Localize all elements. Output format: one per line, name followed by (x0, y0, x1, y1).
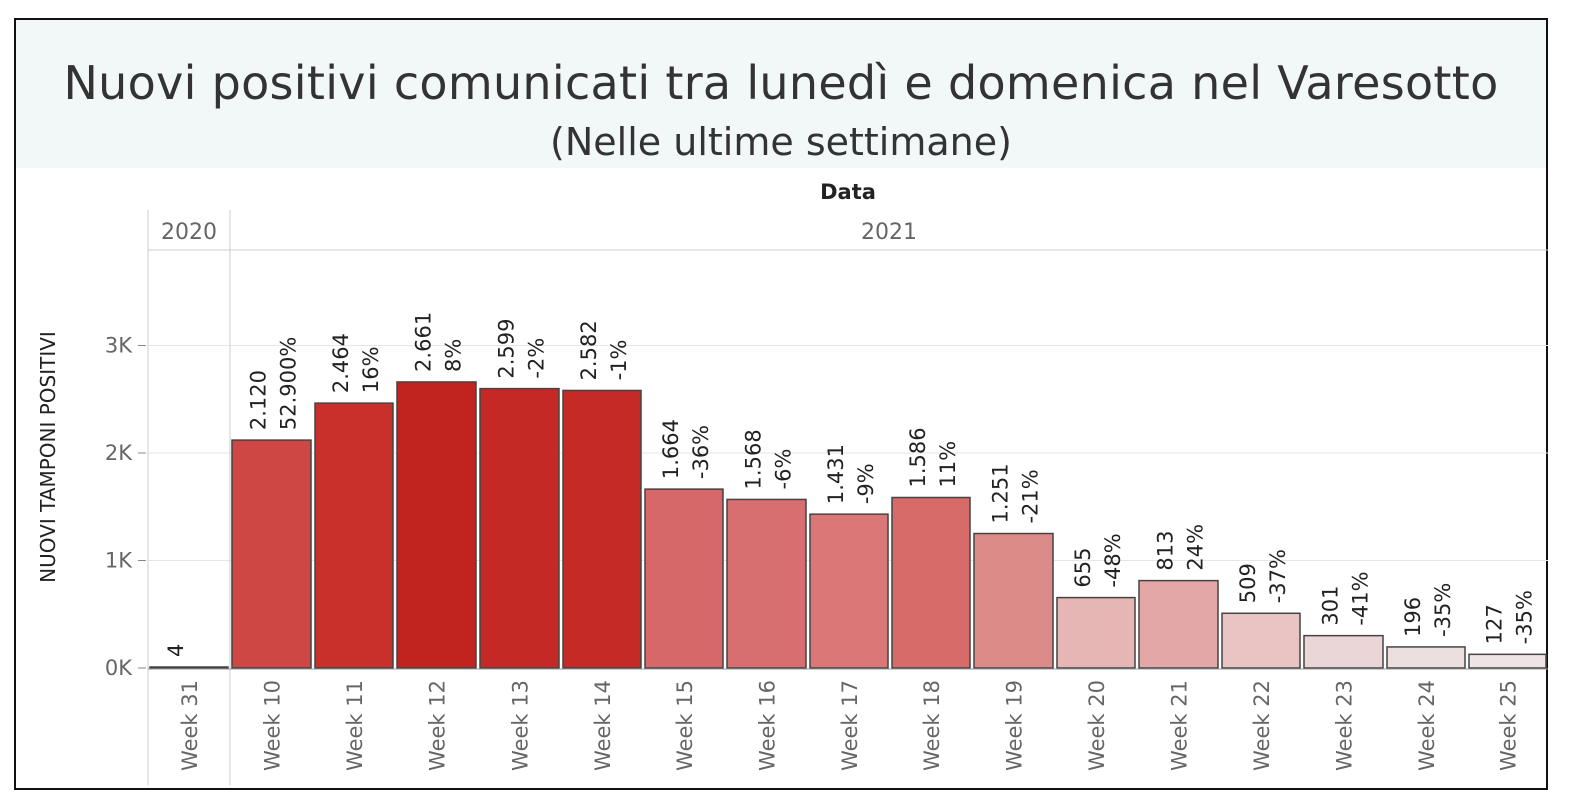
bar (1056, 596, 1136, 669)
percent-label: 52.900% (277, 337, 301, 430)
percent-label: -2% (525, 338, 549, 379)
bar (1468, 653, 1547, 669)
column-header: Data (820, 180, 876, 204)
percent-label: -35% (1513, 590, 1537, 644)
x-tick-label: Week 18 (920, 680, 944, 771)
x-tick-label: Week 11 (343, 680, 367, 771)
percent-label: -36% (689, 425, 713, 479)
percent-label: -1% (607, 340, 631, 381)
percent-label: -21% (1019, 469, 1043, 523)
bar (891, 496, 971, 669)
value-label: 1.431 (824, 444, 848, 504)
bar (1303, 634, 1384, 669)
x-tick-label: Week 10 (261, 680, 285, 771)
value-label: 196 (1401, 597, 1425, 637)
percent-label: -48% (1101, 533, 1125, 587)
bars (149, 381, 1547, 669)
chart-subtitle: (Nelle ultime settimane) (550, 120, 1012, 164)
value-label: 509 (1236, 563, 1260, 603)
chart-header: Nuovi positivi comunicati tra lunedì e d… (16, 20, 1546, 168)
bar (231, 439, 312, 669)
y-tick-label: 3K (105, 334, 133, 358)
x-tick-label: Week 25 (1497, 680, 1521, 771)
bar (644, 488, 724, 669)
percent-label: -41% (1349, 571, 1373, 625)
bar (1221, 612, 1301, 669)
bar (314, 402, 394, 669)
percent-label: 24% (1184, 524, 1208, 571)
x-tick-label: Week 21 (1168, 680, 1192, 771)
bar (809, 513, 889, 669)
value-label: 2.582 (577, 320, 601, 380)
bar (726, 498, 807, 669)
value-label: 301 (1319, 586, 1343, 626)
value-label: 2.464 (329, 333, 353, 393)
group-label: 2021 (861, 220, 917, 245)
bar (562, 389, 642, 669)
x-tick-label: Week 13 (509, 680, 533, 771)
bar (1138, 579, 1219, 669)
value-label: 4 (164, 644, 188, 657)
axes: 0K 1K 2K 3K 2020 2021 Week 31 Week 10 Week 11 Wee… (105, 210, 1548, 785)
y-tick-label: 1K (105, 549, 133, 573)
x-tick-label: Week 17 (838, 680, 862, 771)
bar (149, 666, 229, 669)
bar (973, 532, 1054, 669)
x-tick-label: Week 22 (1250, 680, 1274, 771)
percent-label: -6% (772, 449, 796, 490)
percent-label: 16% (359, 346, 383, 393)
x-tick-label: Week 24 (1415, 680, 1439, 771)
x-tick-label: Week 14 (591, 680, 615, 771)
value-label: 127 (1483, 604, 1507, 644)
percent-label: 11% (936, 441, 960, 488)
percent-label: -37% (1266, 549, 1290, 603)
x-tick-label: Week 15 (673, 680, 697, 771)
x-tick-label: Week 19 (1003, 680, 1027, 771)
x-tick-label: Week 31 (178, 680, 202, 771)
value-label: 2.661 (412, 312, 436, 372)
value-label: 1.586 (906, 427, 930, 487)
x-tick-label: Week 20 (1085, 680, 1109, 771)
value-label: 2.120 (247, 370, 271, 430)
value-label: 1.664 (659, 419, 683, 479)
x-tick-label: Week 16 (756, 680, 780, 771)
y-tick-label: 2K (105, 441, 133, 465)
value-label: 655 (1071, 547, 1095, 587)
chart-title: Nuovi positivi comunicati tra lunedì e d… (63, 56, 1499, 110)
bar (1386, 646, 1466, 669)
percent-label: -35% (1431, 583, 1455, 637)
x-tick-label: Week 12 (426, 680, 450, 771)
value-label: 1.251 (989, 463, 1013, 523)
bar (396, 381, 477, 669)
value-label: 2.599 (495, 318, 519, 378)
data-labels: 4 2.120 52.900% 2.464 16% 2.661 8% 2.599 -2% 2.58… (164, 312, 1537, 657)
bar (479, 387, 560, 669)
value-label: 1.568 (742, 429, 766, 489)
group-label: 2020 (161, 220, 217, 245)
x-tick-label: Week 23 (1333, 680, 1357, 771)
percent-label: 8% (442, 339, 466, 372)
value-label: 813 (1154, 531, 1178, 571)
y-axis-title: NUOVI TAMPONI POSITIVI (36, 331, 60, 583)
percent-label: -9% (854, 463, 878, 504)
y-tick-label: 0K (105, 656, 133, 680)
